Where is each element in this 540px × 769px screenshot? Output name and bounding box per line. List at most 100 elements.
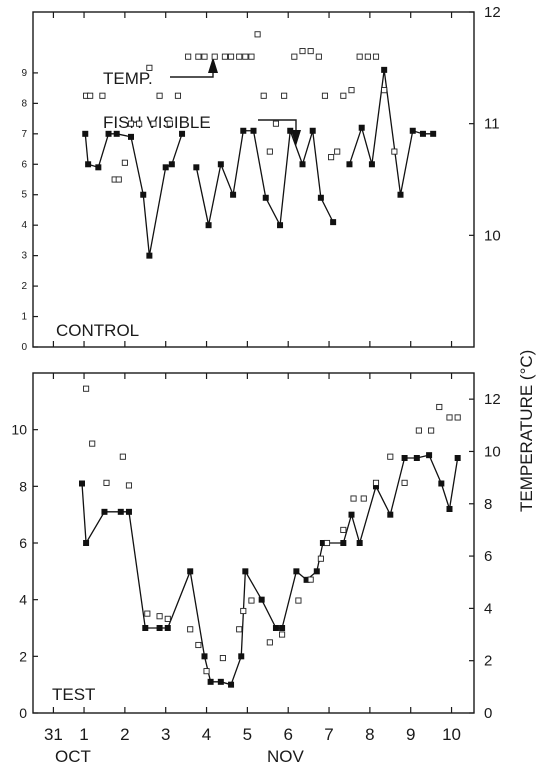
temp-point: [219, 655, 226, 662]
temp-point: [195, 641, 202, 649]
temp-point: [279, 631, 286, 638]
fish-point: [242, 568, 249, 575]
x-tick-label: 5: [243, 725, 252, 744]
temp-point: [195, 53, 202, 60]
temp-point: [291, 53, 298, 60]
temp-point: [211, 53, 218, 60]
test-panel-frame: [32, 372, 475, 714]
temp-point: [307, 576, 314, 583]
fish-point: [85, 161, 92, 168]
temp-point: [323, 539, 331, 547]
temp-point: [156, 92, 163, 99]
temp-point: [454, 414, 461, 421]
right-tick-label: 10: [484, 227, 501, 244]
fish-point: [409, 127, 416, 134]
temp-point: [254, 31, 261, 38]
temp-point: [260, 92, 267, 99]
fish-point: [217, 161, 224, 168]
right-tick-label: 12: [484, 391, 501, 408]
temp-point: [146, 64, 153, 71]
fish-point: [373, 483, 379, 490]
fish-point: [217, 678, 224, 685]
temp-point: [248, 53, 255, 60]
fish-point: [205, 222, 212, 229]
left-tick-label: 4: [21, 220, 27, 231]
temp-point: [266, 639, 273, 646]
fish-point: [319, 540, 326, 546]
temp-point: [266, 148, 273, 155]
fish-point: [299, 161, 306, 168]
fish-point: [340, 540, 347, 546]
fish-point: [368, 161, 375, 168]
fish-arrow-icon: [291, 130, 301, 146]
left-tick-label: 8: [19, 478, 27, 494]
fish-point: [293, 568, 300, 575]
fish-point: [238, 653, 245, 660]
fish-point: [309, 127, 316, 134]
temp-point: [242, 53, 249, 60]
temp-point: [121, 159, 128, 166]
fish-point: [313, 568, 320, 575]
temp-point: [248, 597, 255, 604]
left-tick-label: 7: [21, 129, 27, 140]
fish-point: [262, 194, 269, 201]
left-tick-label: 2: [21, 281, 27, 292]
temp-point: [150, 120, 157, 127]
x-tick-label: 31: [44, 725, 63, 744]
left-tick-label: 2: [19, 648, 27, 664]
right-tick-label: 12: [484, 4, 501, 21]
temp-point: [99, 92, 106, 99]
left-tick-label: 0: [19, 705, 27, 721]
temp-point: [340, 526, 347, 533]
fish-point: [187, 568, 194, 575]
temp-point: [428, 427, 435, 434]
right-tick-label: 4: [484, 600, 492, 617]
temp-point: [299, 48, 306, 55]
left-tick-label: 0: [21, 342, 27, 353]
right-tick-label: 10: [484, 443, 501, 460]
temp-point: [89, 440, 96, 447]
temp-point: [387, 453, 394, 460]
temp-point: [295, 597, 302, 604]
fish-point: [413, 455, 420, 461]
left-tick-label: 6: [21, 159, 27, 170]
temp-point: [87, 92, 94, 99]
fish-series-line: [81, 454, 459, 686]
right-tick-label: 8: [484, 496, 492, 513]
fish-point: [348, 511, 355, 518]
temp-point: [136, 120, 143, 127]
temp-point: [127, 120, 135, 127]
right-tick-label: 2: [484, 653, 492, 670]
fish-point: [83, 540, 90, 546]
test-panel-label: TEST: [52, 685, 95, 704]
left-tick-label: 5: [21, 190, 27, 201]
temp-point: [227, 53, 235, 60]
fish-point: [162, 164, 169, 171]
left-tick-label: 3: [21, 251, 27, 262]
x-tick-label: 3: [161, 725, 170, 744]
temp-point: [321, 92, 329, 99]
left-tick-label: 4: [19, 592, 27, 608]
temp-point: [364, 53, 371, 60]
fish-point: [250, 127, 257, 134]
temp-point: [307, 48, 314, 55]
fish-point: [426, 452, 433, 459]
temp-point: [436, 403, 443, 411]
fish-point: [140, 191, 147, 198]
month-label-oct: OCT: [55, 747, 91, 766]
temp-point: [372, 479, 380, 486]
fish-point: [279, 625, 286, 631]
fish-annotation-leader: [258, 119, 297, 132]
temp-point: [381, 87, 388, 94]
temp-annotation-leader: [170, 66, 214, 78]
fish-point: [277, 222, 284, 229]
fish-point: [82, 130, 89, 137]
x-tick-label: 8: [365, 725, 374, 744]
fish-point: [438, 480, 445, 487]
temp-point: [240, 607, 247, 615]
fish-point: [179, 130, 186, 137]
fish-point: [303, 576, 310, 583]
fish-point: [381, 66, 388, 73]
temp-point: [334, 148, 341, 155]
x-tick-label: 6: [283, 725, 292, 744]
